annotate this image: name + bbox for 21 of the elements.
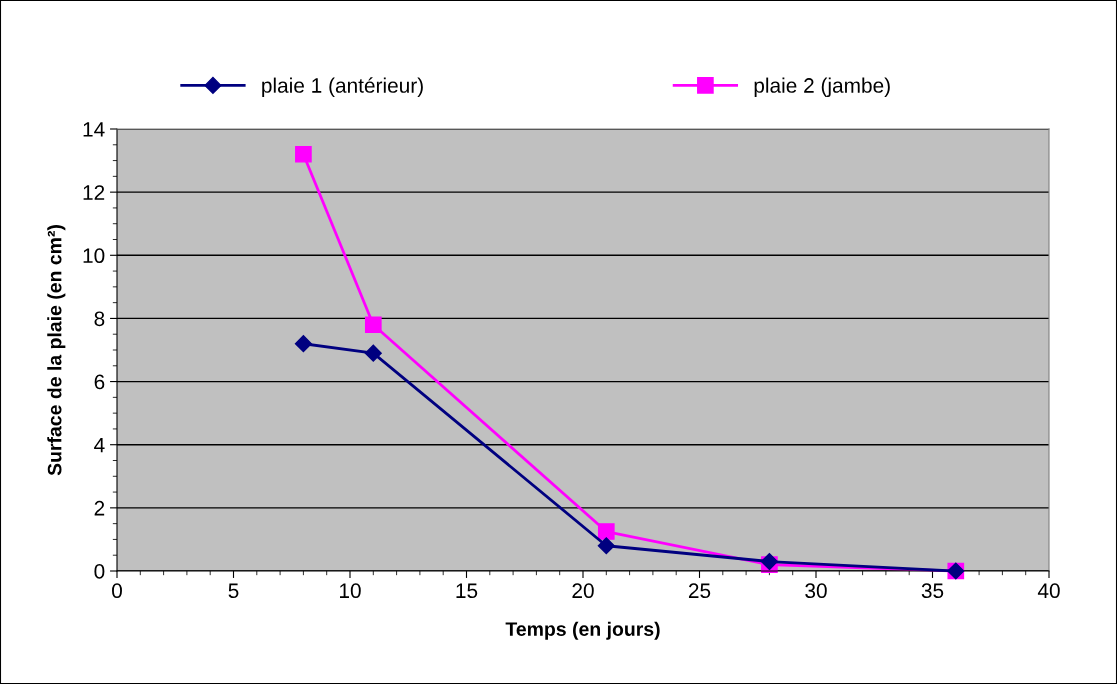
y-tick-label: 10: [83, 248, 105, 264]
x-tick-label: 30: [805, 583, 827, 599]
x-tick-label: 25: [688, 583, 711, 599]
y-tick-label: 2: [94, 500, 105, 516]
legend-label: plaie 2 (jambe): [754, 77, 890, 97]
y-tick-label: 4: [94, 437, 105, 453]
y-axis-title: Surface de la plaie (en cm²): [47, 225, 66, 476]
y-tick-label: 12: [83, 185, 105, 200]
x-axis-title: Temps (en jours): [505, 621, 660, 640]
y-tick-label: 14: [83, 122, 105, 137]
x-tick-label: 0: [112, 583, 122, 599]
x-tick-label: 10: [340, 583, 361, 599]
x-tick-label: 5: [228, 583, 239, 599]
x-tick-label: 20: [572, 583, 594, 599]
x-tick-label: 40: [1037, 583, 1060, 599]
x-tick-label: 35: [921, 583, 944, 599]
x-tick-label: 15: [456, 583, 478, 599]
y-tick-label: 6: [94, 374, 105, 390]
legend-label: plaie 1 (antérieur): [262, 77, 423, 97]
y-tick-label: 0: [94, 564, 105, 579]
y-tick-label: 8: [94, 311, 105, 327]
